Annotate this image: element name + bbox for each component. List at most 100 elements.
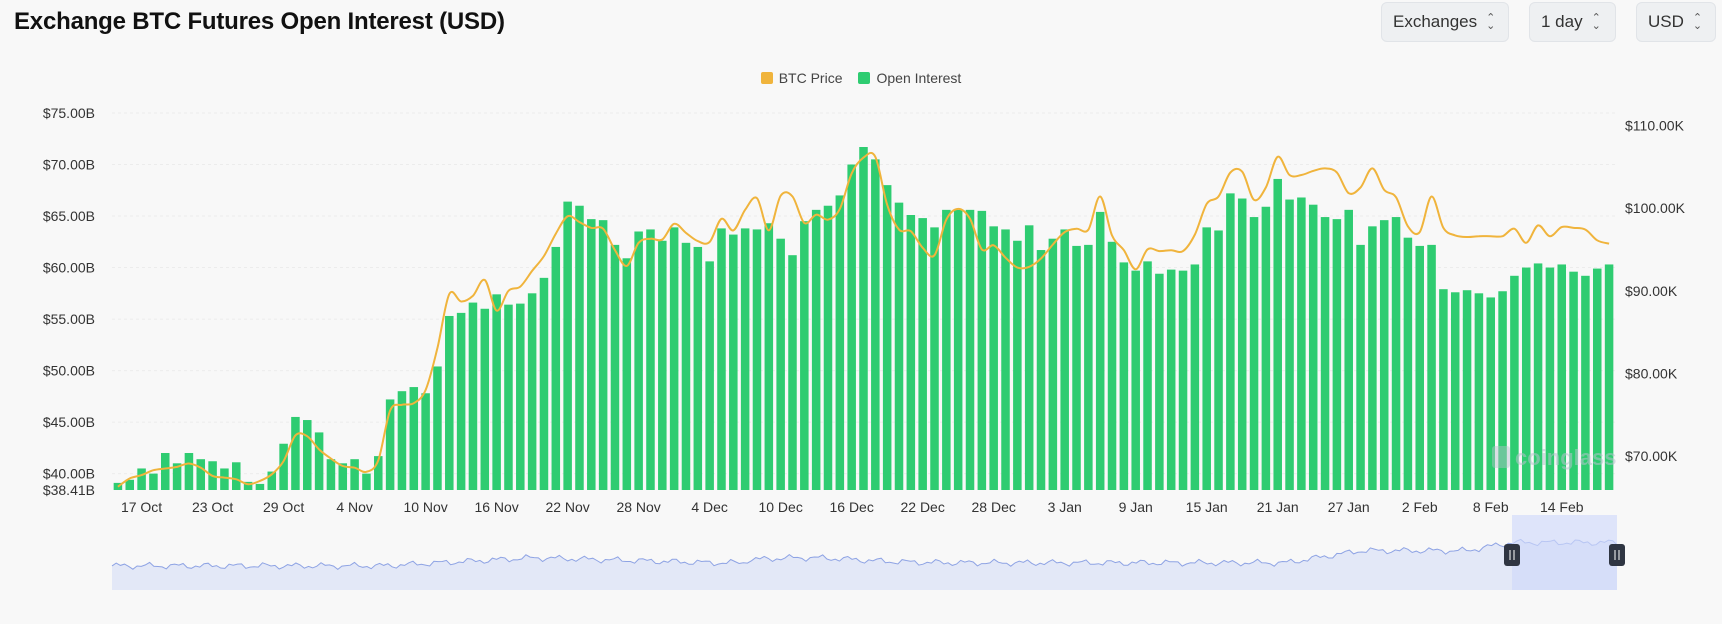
open-interest-bar bbox=[1178, 270, 1188, 490]
open-interest-bar bbox=[1486, 297, 1495, 490]
open-interest-swatch bbox=[858, 72, 871, 84]
open-interest-bar bbox=[1190, 264, 1200, 490]
y-left-tick-label: $55.00B bbox=[43, 311, 95, 327]
interval-select-label: 1 day bbox=[1541, 12, 1583, 31]
open-interest-bar bbox=[764, 223, 774, 490]
open-interest-bar bbox=[1592, 268, 1602, 490]
open-interest-bar bbox=[1024, 225, 1034, 490]
navigator-handle[interactable] bbox=[1504, 544, 1520, 566]
legend-item-open-interest[interactable]: Open Interest bbox=[858, 70, 961, 86]
open-interest-bar bbox=[1604, 264, 1614, 490]
navigator-selected-window bbox=[1512, 515, 1617, 590]
interval-select[interactable]: 1 day ⌃ ⌄ bbox=[1529, 2, 1616, 42]
open-interest-bar bbox=[658, 240, 667, 490]
open-interest-bar bbox=[445, 315, 454, 490]
open-interest-bar bbox=[598, 220, 608, 490]
open-interest-bar bbox=[1356, 244, 1365, 490]
x-tick-label: 15 Jan bbox=[1186, 499, 1228, 515]
x-tick-label: 4 Dec bbox=[691, 499, 728, 515]
open-interest-bar bbox=[1131, 270, 1140, 490]
open-interest-bar bbox=[610, 244, 620, 490]
open-interest-bar bbox=[1403, 237, 1413, 490]
exchanges-select[interactable]: Exchanges ⌃ ⌄ bbox=[1381, 2, 1509, 42]
y-right-tick-label: $70.00K bbox=[1625, 448, 1678, 464]
x-tick-label: 17 Oct bbox=[121, 499, 162, 515]
y-right-tick-label: $90.00K bbox=[1625, 283, 1678, 299]
y-left-tick-label: $50.00B bbox=[43, 363, 95, 379]
open-interest-bar bbox=[1107, 241, 1117, 490]
currency-select[interactable]: USD ⌃ ⌄ bbox=[1636, 2, 1716, 42]
y-left-tick-label: $45.00B bbox=[43, 414, 95, 430]
navigator-handle[interactable] bbox=[1609, 544, 1625, 566]
updown-chevron-icon: ⌃ ⌄ bbox=[1591, 12, 1601, 32]
x-tick-label: 29 Oct bbox=[263, 499, 304, 515]
open-interest-bar bbox=[989, 226, 998, 490]
navigator-line bbox=[111, 538, 1618, 571]
open-interest-bar bbox=[397, 391, 407, 490]
open-interest-bar bbox=[1297, 197, 1306, 491]
open-interest-bar bbox=[1273, 178, 1282, 490]
open-interest-bar bbox=[338, 463, 348, 490]
x-tick-label: 10 Dec bbox=[758, 499, 802, 515]
open-interest-bar bbox=[1143, 261, 1152, 490]
x-tick-label: 8 Feb bbox=[1473, 499, 1509, 515]
open-interest-bar bbox=[172, 463, 182, 490]
open-interest-bars bbox=[113, 147, 1614, 491]
open-interest-bar bbox=[326, 459, 336, 490]
open-interest-bar bbox=[1249, 217, 1259, 490]
y-left-tick-label: $60.00B bbox=[43, 260, 95, 276]
open-interest-bar bbox=[125, 479, 135, 490]
open-interest-bar bbox=[456, 312, 466, 490]
y-left-tick-label: $65.00B bbox=[43, 208, 95, 224]
x-tick-label: 4 Nov bbox=[336, 499, 373, 515]
open-interest-bar bbox=[385, 399, 395, 490]
open-interest-bar bbox=[1036, 250, 1046, 490]
x-axis: 17 Oct 23 Oct 29 Oct 4 Nov 10 Nov 16 Nov 22 No… bbox=[121, 499, 1584, 515]
y-axis-right: $110.00K $100.00K $90.00K $80.00K $70.00K bbox=[1625, 117, 1686, 464]
open-interest-bar bbox=[634, 231, 643, 491]
x-tick-label: 9 Jan bbox=[1119, 499, 1153, 515]
open-interest-bar bbox=[409, 387, 419, 490]
open-interest-bar bbox=[882, 185, 892, 490]
open-interest-bar bbox=[977, 210, 987, 490]
open-interest-bar bbox=[243, 481, 253, 490]
navigator-handles bbox=[1504, 544, 1625, 566]
open-interest-bar bbox=[1474, 293, 1484, 490]
x-tick-label: 23 Oct bbox=[192, 499, 233, 515]
open-interest-bar bbox=[504, 304, 513, 490]
open-interest-bar bbox=[1084, 244, 1093, 490]
btc-price-line bbox=[117, 151, 1610, 488]
open-interest-bar bbox=[1285, 199, 1294, 491]
open-interest-bar bbox=[1344, 209, 1353, 490]
x-tick-label: 22 Nov bbox=[545, 499, 589, 515]
open-interest-bar bbox=[1048, 238, 1058, 490]
open-interest-bar bbox=[362, 473, 371, 490]
open-interest-bar bbox=[1166, 269, 1176, 490]
open-interest-bar bbox=[232, 462, 241, 490]
open-interest-bar bbox=[930, 227, 939, 490]
open-interest-bar bbox=[184, 453, 194, 490]
open-interest-bar bbox=[492, 294, 501, 490]
y-left-tick-label: $75.00B bbox=[43, 105, 95, 121]
open-interest-bar bbox=[1060, 229, 1069, 490]
open-interest-bar bbox=[871, 159, 880, 491]
open-interest-bar bbox=[835, 195, 845, 491]
open-interest-bar bbox=[350, 459, 359, 490]
open-interest-bar bbox=[894, 202, 904, 490]
open-interest-bar bbox=[788, 255, 797, 490]
open-interest-bar bbox=[823, 205, 833, 490]
updown-chevron-icon: ⌃ ⌄ bbox=[1692, 12, 1703, 32]
legend-item-btc-price[interactable]: BTC Price bbox=[760, 70, 842, 86]
open-interest-bar bbox=[1214, 230, 1223, 491]
open-interest-bar bbox=[587, 219, 596, 490]
page-title: Exchange BTC Futures Open Interest (USD) bbox=[14, 8, 505, 35]
open-interest-bar bbox=[1202, 227, 1211, 490]
legend-label-open-interest: Open Interest bbox=[876, 70, 962, 86]
x-tick-label: 2 Feb bbox=[1402, 499, 1438, 515]
navigator-handle-grip bbox=[1609, 544, 1625, 566]
x-tick-label: 10 Nov bbox=[403, 499, 447, 515]
open-interest-bar bbox=[811, 209, 821, 490]
open-interest-bar bbox=[1557, 264, 1567, 490]
range-navigator bbox=[111, 515, 1625, 590]
